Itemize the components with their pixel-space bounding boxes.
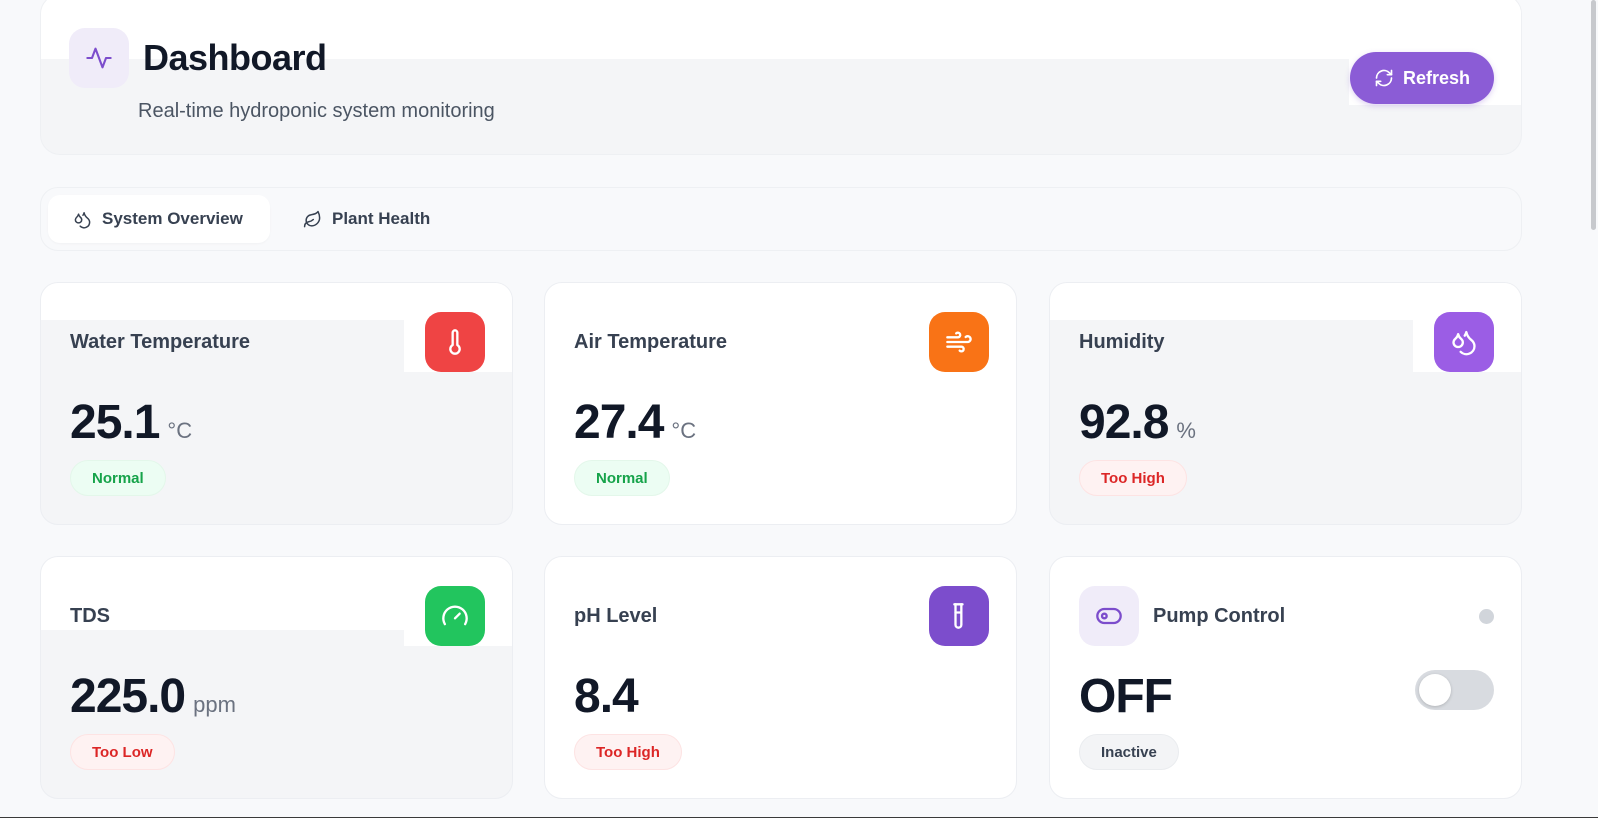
status-badge: Normal [574,460,670,496]
card-title: pH Level [574,605,658,627]
metric-card-air-temperature: Air Temperature 27.4 °C Normal [544,282,1017,525]
card-title: Water Temperature [70,331,251,353]
metric-value-row: 92.8 % [1079,395,1196,450]
status-badge: Too Low [70,734,175,770]
metric-value-row: 225.0 ppm [70,669,236,724]
tab-bar: System Overview Plant Health [40,187,1522,251]
metric-unit: °C [671,418,697,443]
leaf-icon [303,210,321,227]
tab-label: Plant Health [332,209,431,228]
card-title: Humidity [1079,331,1165,353]
pump-toggle-switch[interactable] [1415,670,1494,710]
metric-value-row: 25.1 °C [70,395,192,450]
test-tube-icon [929,586,989,646]
metric-value: 25.1 [70,396,160,449]
metric-unit: °C [167,418,193,443]
metric-value-row: 8.4 [574,669,639,724]
card-title: Air Temperature [574,331,728,353]
metric-card-water-temperature: Water Temperature 25.1 °C Normal [40,282,513,525]
pump-status-badge: Inactive [1079,734,1179,770]
pump-title: Pump Control [1153,605,1286,627]
tab-system-overview[interactable]: System Overview [48,195,270,243]
metric-value-row: 27.4 °C [574,395,696,450]
tab-label: System Overview [102,209,243,228]
thermometer-icon [425,312,485,372]
toggle-icon [1079,586,1139,646]
wind-icon [929,312,989,372]
page-title: Dashboard [143,37,327,78]
header-band [41,0,1521,59]
pump-status-dot [1479,609,1494,624]
pump-control-card: Pump Control OFF Inactive [1049,556,1522,799]
metric-unit: % [1176,418,1196,443]
metric-card-humidity: Humidity 92.8 % Too High [1049,282,1522,525]
refresh-button[interactable]: Refresh [1350,52,1494,104]
header-card: Dashboard Real-time hydroponic system mo… [40,0,1522,155]
page-subtitle: Real-time hydroponic system monitoring [138,100,495,122]
refresh-label: Refresh [1402,67,1471,88]
metric-value: 225.0 [70,670,186,723]
bottom-edge [0,817,1598,833]
droplets-icon [74,211,91,228]
metric-value: 27.4 [574,396,664,449]
scrollbar[interactable] [1590,0,1598,833]
status-badge: Normal [70,460,166,496]
activity-icon [69,28,129,88]
droplets-icon [1434,312,1494,372]
pump-state-value: OFF [1079,670,1173,723]
scrollbar-thumb[interactable] [1591,0,1596,230]
metric-card-tds: TDS 225.0 ppm Too Low [40,556,513,799]
metric-value: 92.8 [1079,396,1169,449]
gauge-icon [425,586,485,646]
toggle-knob [1419,674,1451,706]
status-badge: Too High [1079,460,1187,496]
metric-card-ph-level: pH Level 8.4 Too High [544,556,1017,799]
metric-value: 8.4 [574,670,639,723]
card-title: TDS [70,605,110,627]
tab-plant-health[interactable]: Plant Health [278,195,455,243]
refresh-icon [1375,69,1393,87]
status-badge: Too High [574,734,682,770]
metric-unit: ppm [193,692,236,717]
